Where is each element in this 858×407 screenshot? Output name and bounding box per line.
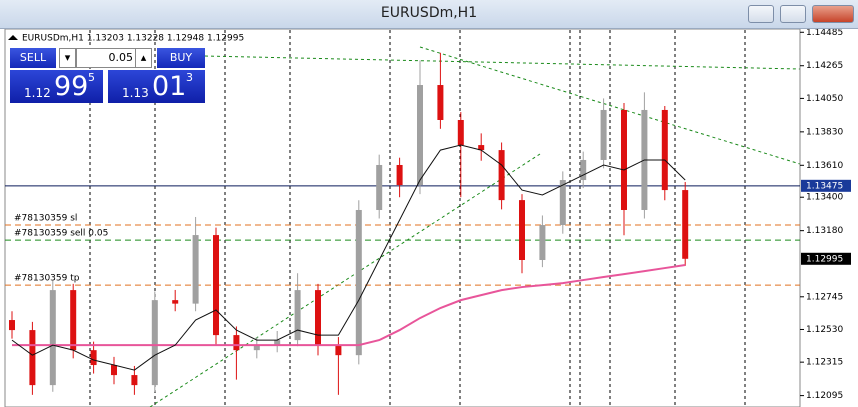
y-tick-label: 1.13830 (806, 127, 843, 137)
candle-body (172, 300, 179, 304)
marker-label-box (801, 179, 851, 192)
candle-body (539, 225, 546, 261)
bid-big: 1.12 (24, 86, 51, 100)
candle-body (437, 85, 444, 120)
y-tick-label: 1.14050 (806, 94, 843, 104)
symbol-info: EURUSDm,H1 1.13203 1.13228 1.12948 1.129… (22, 34, 244, 44)
order-label: #78130359 tp (14, 274, 80, 284)
ask-big: 1.13 (122, 86, 149, 100)
y-tick-label: 1.13400 (806, 193, 843, 203)
candle-body (253, 345, 260, 351)
ask-small: 3 (186, 71, 193, 84)
bid-price[interactable]: 1.12 99 5 (10, 70, 103, 103)
marker-label: 1.13475 (806, 181, 843, 191)
candle-body (90, 350, 97, 366)
candle-body (192, 235, 199, 304)
candle-body (621, 109, 627, 210)
candle-body (29, 330, 36, 386)
candle-body (519, 200, 525, 261)
y-tick-label: 1.12530 (806, 325, 843, 335)
sell-button[interactable]: SELL (10, 48, 56, 68)
order-label: #78130359 sell 0.05 (14, 229, 108, 239)
candle-body (682, 190, 689, 259)
candle-body (335, 345, 342, 356)
candle-body (274, 340, 281, 346)
y-tick-label: 1.12315 (806, 358, 843, 368)
candle-body (376, 164, 383, 210)
candle-body (600, 109, 607, 160)
candle-body (315, 290, 321, 346)
volume-up[interactable]: ▴ (135, 48, 152, 68)
title-bar: EURUSDm,H1 (0, 0, 858, 29)
candle-body (661, 109, 668, 191)
candle-body (396, 164, 403, 186)
candle-body (294, 290, 301, 341)
volume-input[interactable]: 0.05 (76, 48, 137, 68)
candle-body (457, 119, 464, 146)
candle-body (70, 290, 77, 351)
close-button[interactable] (812, 5, 854, 23)
candle-body (9, 320, 15, 331)
last-price-box (801, 252, 851, 265)
candle-body (213, 235, 219, 336)
candle-body (559, 180, 566, 226)
one-click-trading: SELL ▾ 0.05 ▴ BUY 1.12 99 5 1.13 01 3 (10, 48, 205, 103)
candle-body (49, 290, 56, 386)
collapse-icon[interactable] (8, 35, 18, 40)
candle-body (131, 375, 138, 386)
moving-average (11, 144, 686, 371)
y-tick-label: 1.14265 (806, 61, 843, 71)
candle-body (417, 85, 423, 186)
ask-price[interactable]: 1.13 01 3 (108, 70, 205, 103)
candle-body (478, 145, 485, 151)
order-label: #78130359 sl (14, 214, 77, 224)
window-title: EURUSDm,H1 (380, 5, 478, 21)
y-tick-label: 1.12095 (806, 391, 843, 401)
moving-average (12, 264, 686, 347)
minimize-button[interactable] (748, 5, 774, 23)
y-tick-label: 1.13180 (806, 226, 843, 236)
bid-main: 99 (54, 71, 89, 102)
last-price-label: 1.12995 (806, 254, 843, 264)
y-tick-label: 1.13610 (806, 161, 843, 171)
ask-main: 01 (152, 71, 187, 102)
candle-body (355, 209, 362, 356)
candle-body (580, 159, 587, 181)
bid-small: 5 (88, 71, 95, 84)
trend-lines (149, 46, 801, 407)
candle-body (151, 300, 158, 386)
y-tick-label: 1.12745 (806, 292, 843, 302)
candle-body (498, 150, 505, 201)
candle-body (111, 365, 117, 376)
buy-button[interactable]: BUY (157, 48, 205, 68)
volume-down[interactable]: ▾ (59, 48, 76, 68)
candle-body (233, 335, 240, 351)
maximize-button[interactable] (780, 5, 806, 23)
y-tick-label: 1.14485 (806, 29, 843, 38)
